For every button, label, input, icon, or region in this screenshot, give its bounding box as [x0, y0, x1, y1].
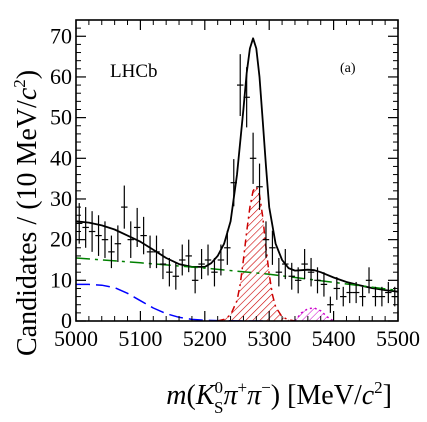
series-4-fill: [295, 308, 334, 321]
data-point: [352, 281, 360, 304]
data-point: [101, 221, 109, 258]
y-tick-label: 20: [50, 227, 72, 252]
data-point: [127, 221, 134, 258]
data-point: [282, 249, 289, 280]
data-point: [185, 239, 192, 273]
y-tick-label: 0: [61, 308, 72, 333]
experiment-label: LHCb: [110, 61, 158, 82]
data-point: [211, 257, 218, 287]
data-point: [327, 296, 334, 313]
panel-label: (a): [340, 61, 356, 76]
data-point: [333, 277, 341, 300]
data-point: [172, 262, 180, 290]
data-point: [378, 286, 386, 307]
y-tick-label: 40: [50, 145, 72, 170]
x-tick-label: 5300: [247, 326, 291, 351]
x-tick-label: 5000: [54, 326, 98, 351]
plot-frame: [75, 19, 399, 322]
data-point: [179, 244, 186, 276]
data-point: [340, 286, 347, 307]
data-point: [275, 257, 283, 287]
y-tick-label: 30: [50, 186, 72, 211]
data-point: [82, 207, 89, 248]
data-point: [166, 257, 173, 287]
data-point: [294, 267, 302, 294]
data-point: [288, 262, 295, 290]
data-point: [301, 249, 308, 280]
data-point: [243, 67, 250, 128]
y-tick-label: 10: [50, 267, 72, 292]
data-point: [385, 281, 392, 304]
y-tick-label: 70: [50, 23, 72, 48]
x-tick-label: 5500: [376, 326, 420, 351]
data-point: [256, 163, 263, 210]
data-point: [133, 207, 141, 247]
y-axis-title: Candidates / (10 MeV/c2): [10, 70, 43, 356]
data-point: [314, 267, 321, 294]
data-point: [224, 230, 231, 265]
data-point: [198, 249, 205, 280]
series-3-fill: [217, 186, 295, 321]
data-point: [204, 244, 212, 276]
x-tick-label: 5400: [312, 326, 356, 351]
data-point: [372, 286, 379, 307]
data-point: [159, 249, 167, 280]
series-4-curve: [294, 307, 335, 321]
x-tick-label: 5100: [118, 326, 162, 351]
data-point: [307, 257, 315, 287]
y-tick-label: 60: [50, 64, 72, 89]
data-point: [108, 235, 115, 269]
data-point: [269, 230, 276, 265]
series-0-curve: [76, 37, 398, 293]
data-point: [140, 216, 147, 255]
x-tick-label: 5200: [183, 326, 227, 351]
data-point: [249, 132, 257, 184]
data-point: [346, 281, 353, 304]
data-point: [153, 235, 160, 269]
data-point: [191, 267, 199, 294]
x-axis-title: m(K0 Sπ+π−) [MeV/c2]: [166, 378, 392, 417]
data-point: [365, 267, 373, 294]
data-point: [320, 272, 328, 297]
data-point: [359, 286, 366, 307]
data-point: [262, 221, 270, 258]
data-point: [121, 185, 128, 229]
data-point: [217, 244, 225, 276]
data-point: [88, 211, 96, 252]
data-point: [146, 235, 154, 269]
data-point: [237, 54, 244, 116]
y-tick-label: 50: [50, 105, 72, 130]
data-point: [114, 225, 122, 263]
data-point: [95, 215, 102, 256]
data-point: [230, 159, 237, 207]
